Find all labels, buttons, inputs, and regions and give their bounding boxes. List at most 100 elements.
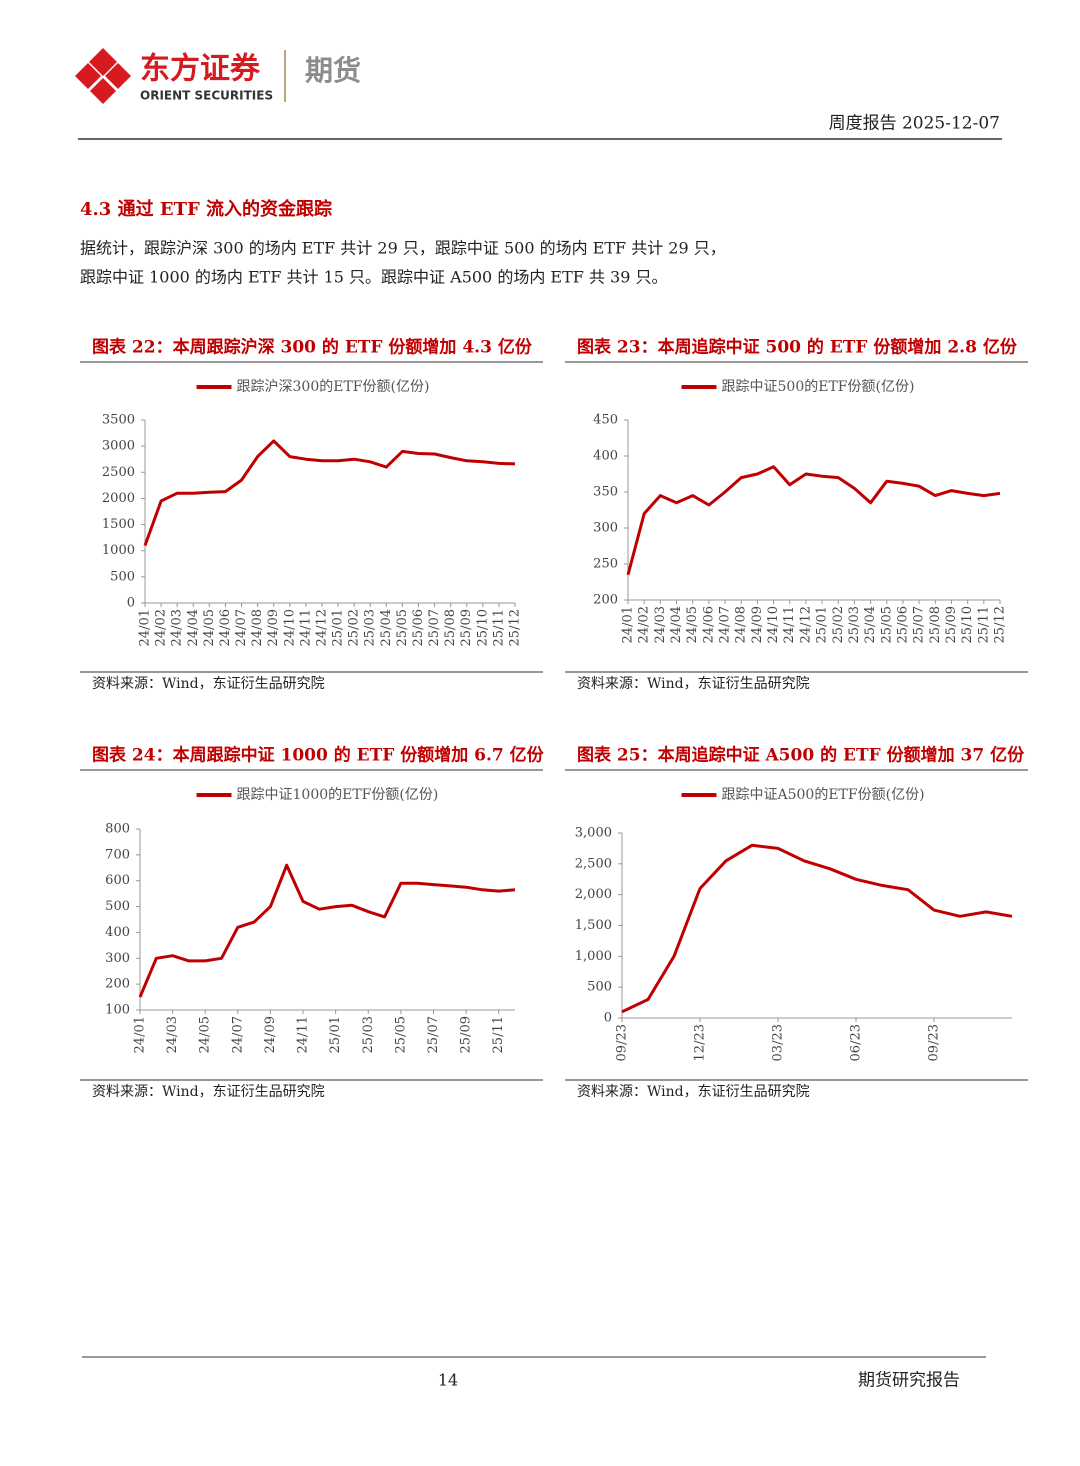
x-tick-label: 25/05 <box>395 609 410 646</box>
y-tick-label: 1500 <box>102 517 135 532</box>
y-tick-label: 3500 <box>102 413 135 428</box>
x-tick-label: 25/11 <box>491 1016 506 1053</box>
source: 资料来源：Wind，东证衍生品研究院 <box>92 1084 325 1100</box>
x-tick-label: 24/01 <box>138 609 153 646</box>
chart-title: 图表 23：本周追踪中证 500 的 ETF 份额增加 2.8 亿份 <box>577 337 1018 358</box>
x-tick-label: 25/04 <box>863 606 878 643</box>
chart-title: 图表 22：本周跟踪沪深 300 的 ETF 份额增加 4.3 亿份 <box>92 337 533 358</box>
x-tick-label: 25/09 <box>944 606 959 643</box>
section-heading: 4.3 通过 ETF 流入的资金跟踪 <box>80 198 332 220</box>
x-tick-label: 25/07 <box>426 1016 441 1053</box>
x-tick-label: 24/01 <box>621 606 636 643</box>
x-tick-label: 25/01 <box>815 606 830 643</box>
source: 资料来源：Wind，东证衍生品研究院 <box>92 676 325 692</box>
y-tick-label: 500 <box>110 569 135 584</box>
x-tick-label: 24/07 <box>234 609 249 646</box>
x-tick-label: 24/09 <box>750 606 765 643</box>
y-tick-label: 300 <box>593 521 618 536</box>
y-tick-label: 0 <box>604 1011 612 1026</box>
x-tick-label: 24/11 <box>296 1016 311 1053</box>
y-tick-label: 500 <box>587 980 612 995</box>
x-tick-label: 06/23 <box>849 1024 864 1061</box>
x-tick-label: 24/10 <box>282 609 297 646</box>
source: 资料来源：Wind，东证衍生品研究院 <box>577 1084 810 1100</box>
y-tick-label: 2,500 <box>575 856 612 871</box>
y-tick-label: 1,500 <box>575 918 612 933</box>
y-tick-label: 450 <box>593 413 618 428</box>
x-tick-label: 24/02 <box>154 609 169 646</box>
y-tick-label: 800 <box>105 822 130 837</box>
x-tick-label: 25/06 <box>895 606 910 643</box>
chart-title: 图表 24：本周跟踪中证 1000 的 ETF 份额增加 6.7 亿份 <box>92 745 545 766</box>
x-tick-label: 25/11 <box>491 609 506 646</box>
x-tick-label: 03/23 <box>771 1024 786 1061</box>
brand-cn: 东方证券 <box>140 52 261 87</box>
y-tick-label: 0 <box>127 596 135 611</box>
y-tick-label: 200 <box>105 977 130 992</box>
x-tick-label: 24/06 <box>218 609 233 646</box>
x-tick-label: 24/05 <box>685 606 700 643</box>
x-tick-label: 25/12 <box>508 609 523 646</box>
source: 资料来源：Wind，东证衍生品研究院 <box>577 676 810 692</box>
chart-title: 图表 25：本周追踪中证 A500 的 ETF 份额增加 37 亿份 <box>577 745 1025 766</box>
x-tick-label: 25/03 <box>361 1016 376 1053</box>
y-tick-label: 1,000 <box>575 949 612 964</box>
x-tick-label: 24/12 <box>314 609 329 646</box>
x-tick-label: 24/07 <box>718 606 733 643</box>
y-tick-label: 400 <box>105 925 130 940</box>
x-tick-label: 24/03 <box>165 1016 180 1053</box>
x-tick-label: 25/03 <box>363 609 378 646</box>
x-tick-label: 24/08 <box>734 606 749 643</box>
report-date: 周度报告 2025-12-07 <box>829 114 1000 134</box>
x-tick-label: 24/06 <box>701 606 716 643</box>
legend-label: 跟踪沪深300的ETF份额(亿份) <box>237 379 430 395</box>
x-tick-label: 25/09 <box>459 609 474 646</box>
x-tick-label: 25/01 <box>328 1016 343 1053</box>
x-tick-label: 24/08 <box>250 609 265 646</box>
y-tick-label: 350 <box>593 485 618 500</box>
x-tick-label: 25/10 <box>960 606 975 643</box>
x-tick-label: 25/12 <box>993 606 1008 643</box>
logo <box>75 48 131 104</box>
x-tick-label: 25/01 <box>331 609 346 646</box>
data-line <box>621 843 1013 1014</box>
x-tick-label: 24/11 <box>782 606 797 643</box>
x-tick-label: 24/07 <box>230 1016 245 1053</box>
y-tick-label: 2500 <box>102 465 135 480</box>
y-tick-label: 300 <box>105 951 130 966</box>
x-tick-label: 24/04 <box>186 609 201 646</box>
x-tick-label: 25/07 <box>912 606 927 643</box>
data-line <box>138 863 516 998</box>
x-tick-label: 12/23 <box>693 1024 708 1061</box>
data-line <box>626 465 1001 576</box>
y-tick-label: 3000 <box>102 439 135 454</box>
x-tick-label: 25/08 <box>928 606 943 643</box>
y-tick-label: 200 <box>593 593 618 608</box>
x-tick-label: 24/01 <box>133 1016 148 1053</box>
data-line <box>143 439 516 547</box>
footer-label: 期货研究报告 <box>858 1371 960 1391</box>
x-tick-label: 25/05 <box>879 606 894 643</box>
x-tick-label: 24/03 <box>170 609 185 646</box>
y-tick-label: 600 <box>105 873 130 888</box>
x-tick-label: 25/04 <box>379 609 394 646</box>
x-tick-label: 09/23 <box>927 1024 942 1061</box>
x-tick-label: 25/09 <box>459 1016 474 1053</box>
y-tick-label: 3,000 <box>575 826 612 841</box>
x-tick-label: 24/11 <box>298 609 313 646</box>
x-tick-label: 25/11 <box>976 606 991 643</box>
x-tick-label: 24/09 <box>266 609 281 646</box>
x-tick-label: 25/10 <box>475 609 490 646</box>
page-number: 14 <box>438 1371 458 1390</box>
y-tick-label: 1000 <box>102 543 135 558</box>
x-tick-label: 24/05 <box>198 1016 213 1053</box>
x-tick-label: 24/10 <box>766 606 781 643</box>
y-tick-label: 400 <box>593 449 618 464</box>
x-tick-label: 24/12 <box>798 606 813 643</box>
paragraph: 据统计，跟踪沪深 300 的场内 ETF 共计 29 只，跟踪中证 500 的场… <box>80 239 726 258</box>
x-tick-label: 25/03 <box>847 606 862 643</box>
x-tick-label: 24/03 <box>653 606 668 643</box>
division: 期货 <box>305 54 361 87</box>
x-tick-label: 25/02 <box>831 606 846 643</box>
